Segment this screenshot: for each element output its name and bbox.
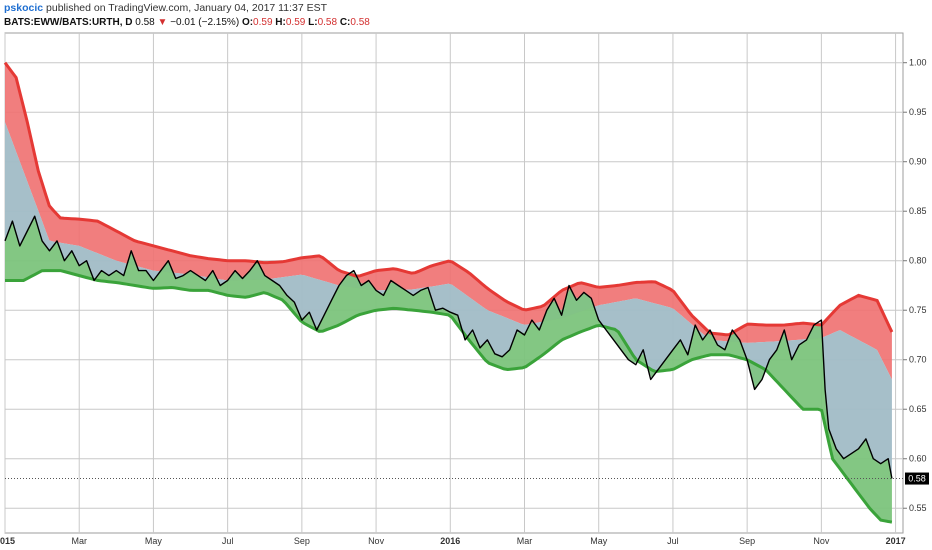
- x-tick-label: Nov: [813, 536, 830, 546]
- x-tick-label: Mar: [517, 536, 533, 546]
- high-value: 0.59: [285, 17, 306, 28]
- close-label: C:: [339, 17, 351, 28]
- down-arrow-icon: ▼: [157, 17, 168, 28]
- low-value: 0.58: [317, 17, 338, 28]
- y-tick-label: 0.65: [909, 404, 927, 414]
- published-text: published on TradingView.com, January 04…: [46, 2, 327, 14]
- x-tick-label: Nov: [368, 536, 385, 546]
- lower-band-line: [5, 269, 893, 524]
- x-tick-label: Mar: [71, 536, 87, 546]
- author-link[interactable]: pskocic: [4, 2, 44, 14]
- y-tick-label: 0.70: [909, 355, 927, 365]
- upper-band-line: [3, 61, 894, 337]
- publish-header: pskocic published on TradingView.com, Ja…: [4, 2, 327, 15]
- x-tick-label: Jul: [667, 536, 679, 546]
- band-fills: [5, 62, 892, 523]
- x-tick-label: May: [590, 536, 608, 546]
- low-label: L:: [308, 17, 318, 28]
- last-price-label: 0.58: [908, 474, 926, 484]
- x-tick-label: 2017: [886, 536, 906, 546]
- y-axis: 1.00 0.95 0.90 0.85 0.80 0.75 0.70 0.65 0.60 0.55…: [903, 58, 929, 513]
- band-lines: [3, 61, 903, 524]
- last-value: 0.58: [135, 17, 155, 28]
- change-value: −0.01 (−2.15%): [170, 17, 240, 28]
- last-price-badge: [905, 472, 929, 485]
- y-tick-label: 1.00: [909, 58, 927, 68]
- y-tick-label: 0.80: [909, 256, 927, 266]
- x-tick-label: 2016: [440, 536, 460, 546]
- y-tick-label: 0.95: [909, 107, 927, 117]
- y-tick-label: 0.60: [909, 454, 927, 464]
- x-tick-label: Sep: [739, 536, 755, 546]
- middle-band-fill: [5, 122, 892, 479]
- price-line: [4, 215, 893, 479]
- y-tick-label: 0.85: [909, 206, 927, 216]
- x-axis: 2015 Mar May Jul Sep Nov 2016 Mar May Jul Sep Nov 20…: [0, 536, 906, 546]
- open-label: O:: [241, 17, 254, 28]
- open-value: 0.59: [253, 17, 273, 28]
- quote-line: BATS:EWW/BATS:URTH, D 0.58 ▼ −0.01 (−2.1…: [4, 16, 370, 29]
- x-tick-label: Jul: [222, 536, 234, 546]
- lower-band-fill: [5, 216, 892, 523]
- y-tick-label: 0.90: [909, 157, 927, 167]
- high-label: H:: [275, 17, 286, 28]
- x-tick-label: 2015: [0, 536, 15, 546]
- close-value: 0.58: [350, 17, 370, 28]
- x-tick-label: May: [145, 536, 163, 546]
- upper-band-fill: [5, 62, 892, 380]
- y-tick-label: 0.75: [909, 305, 927, 315]
- symbol-label: BATS:EWW/BATS:URTH, D: [4, 17, 133, 28]
- x-tick-label: Sep: [294, 536, 310, 546]
- y-tick-label: 0.55: [909, 503, 927, 513]
